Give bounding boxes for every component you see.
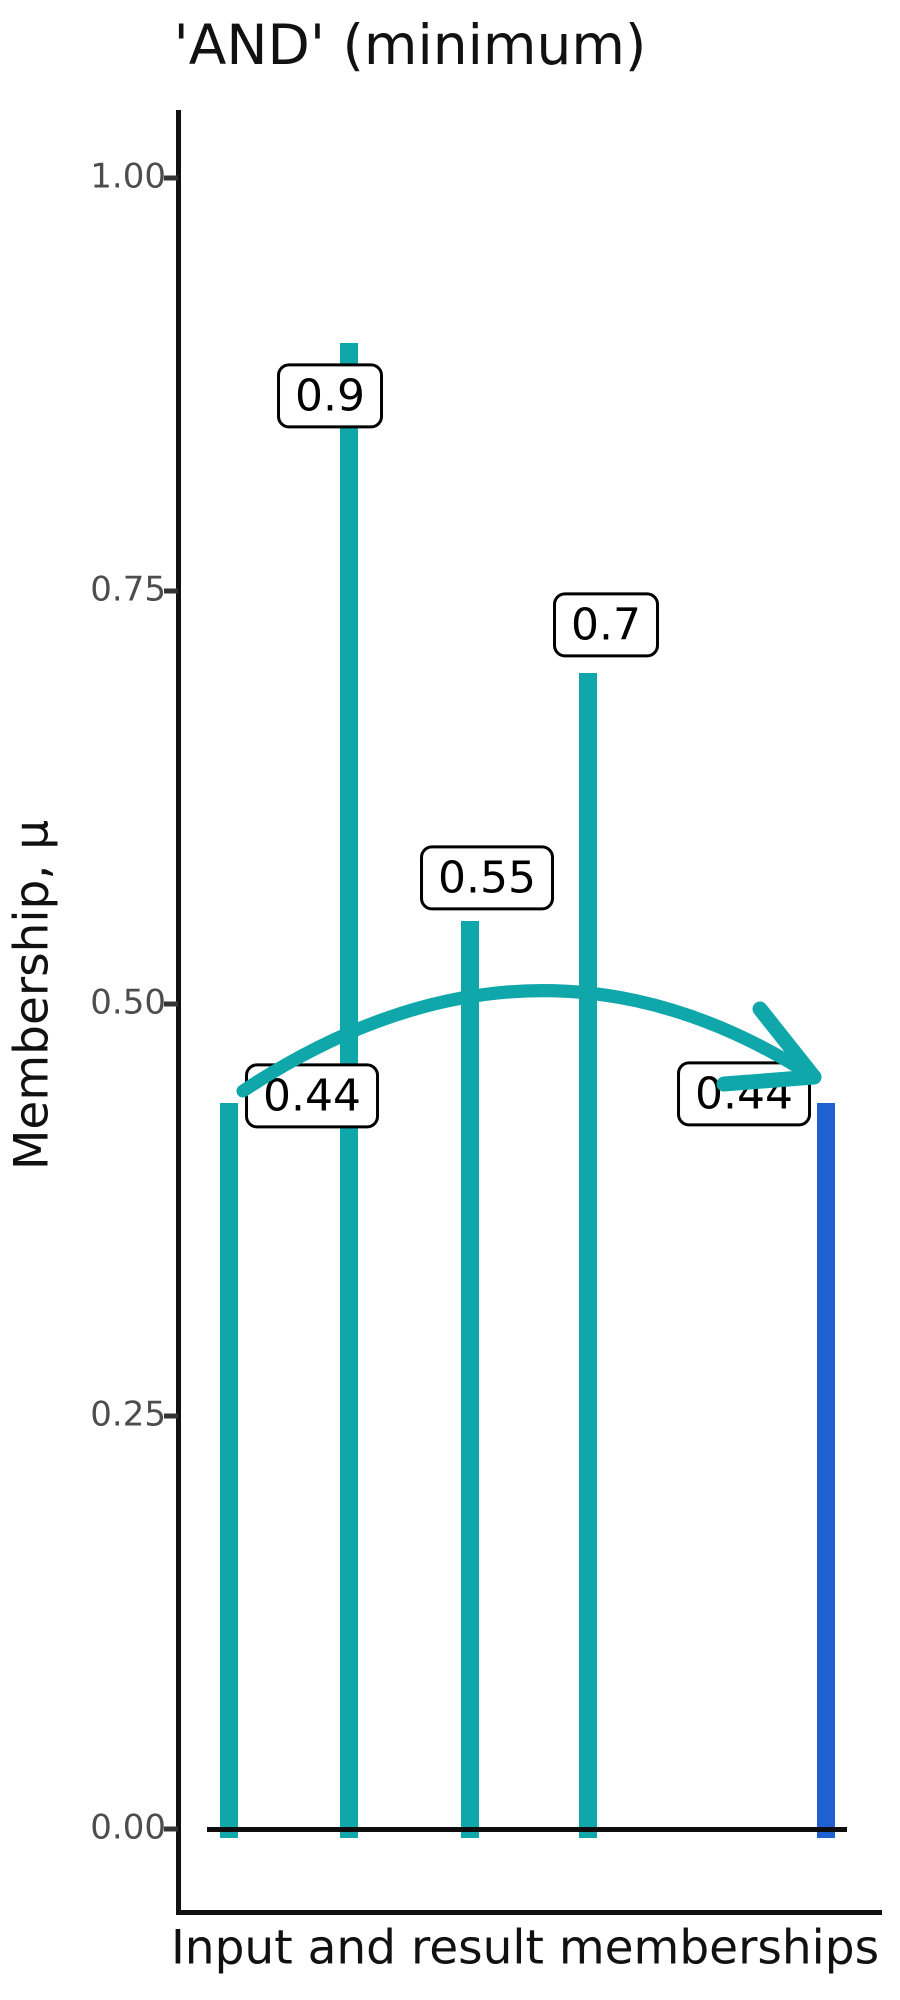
zero-baseline [207, 1827, 847, 1832]
bar-input-0 [220, 1102, 238, 1838]
bar-result-4 [817, 1102, 835, 1838]
y-tick-label: 0.00 [90, 1807, 166, 1848]
y-tick-mark [164, 1413, 178, 1419]
bar-input-2 [461, 920, 479, 1838]
value-label-input-1: 0.9 [277, 363, 383, 429]
value-label-input-3: 0.7 [553, 592, 659, 658]
y-tick-label: 0.50 [90, 981, 166, 1022]
y-tick-mark [164, 1826, 178, 1832]
bar-input-3 [579, 673, 597, 1838]
y-tick-label: 0.75 [90, 569, 166, 610]
value-label-input-2: 0.55 [420, 845, 554, 911]
chart-title: 'AND' (minimum) [173, 13, 647, 77]
value-label-result-4: 0.44 [677, 1061, 811, 1127]
y-tick-mark [164, 588, 178, 594]
y-axis-spine [176, 110, 181, 1915]
y-tick-mark [164, 175, 178, 181]
value-label-input-0: 0.44 [245, 1063, 379, 1129]
y-tick-label: 1.00 [90, 156, 166, 197]
y-tick-mark [164, 1001, 178, 1006]
x-axis-title: Input and result memberships [170, 1920, 880, 1976]
x-axis-spine [176, 1910, 882, 1915]
y-tick-label: 0.25 [90, 1394, 166, 1435]
